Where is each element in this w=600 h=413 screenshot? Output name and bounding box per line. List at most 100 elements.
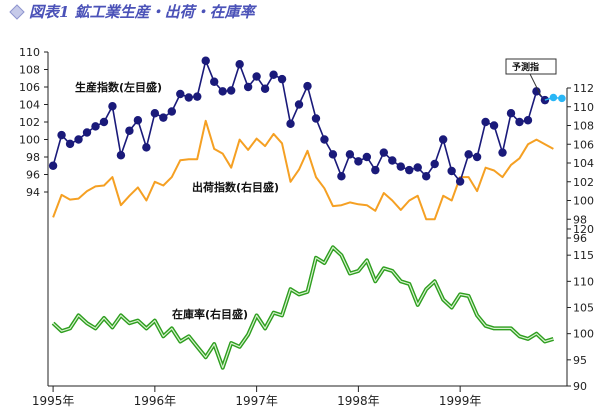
inventory-ytick-label-4: 110: [573, 275, 594, 288]
production-point-11: [142, 143, 151, 152]
production-point-32: [320, 135, 329, 144]
production-point-22: [235, 60, 244, 69]
shipments-ytick-label-2: 100: [573, 195, 594, 208]
forecast-callout: 予測指: [505, 58, 557, 97]
production-point-26: [269, 70, 278, 79]
production-point-43: [413, 163, 422, 172]
production-ytick-label-3: 100: [19, 134, 40, 147]
production-line: [52, 59, 546, 183]
production-point-57: [532, 87, 541, 96]
production-point-10: [133, 116, 143, 125]
production-point-38: [371, 165, 380, 175]
production-point-23: [243, 82, 253, 92]
forecast-point-1: [558, 94, 566, 103]
production-point-42: [405, 165, 414, 175]
inventory-series-label: 在庫率(右目盛): [172, 307, 248, 321]
shipments-ytick-label-7: 110: [573, 101, 594, 114]
production-point-48: [455, 177, 465, 186]
production-point-54: [506, 109, 516, 118]
production-point-14: [167, 107, 177, 116]
forecast-point-0: [549, 93, 558, 102]
production-point-5: [91, 122, 100, 131]
inventory-ytick-label-1: 95: [573, 354, 587, 367]
shipments-ytick-label-3: 102: [573, 176, 594, 189]
production-point-47: [447, 166, 456, 176]
production-point-55: [515, 117, 524, 127]
production-ytick-label-7: 108: [19, 64, 40, 77]
production-point-0: [48, 161, 58, 170]
series-layer: [48, 56, 566, 370]
production-point-41: [396, 162, 405, 171]
production-point-28: [286, 119, 295, 128]
inventory-ytick-label-2: 100: [573, 328, 594, 341]
forecast-callout-label: 予測指: [512, 61, 539, 73]
production-point-29: [294, 100, 304, 109]
shipments-ytick-label-8: 112: [573, 82, 594, 95]
production-point-49: [464, 150, 473, 159]
production-point-31: [311, 114, 321, 123]
shipments-ytick-label-6: 108: [573, 120, 594, 133]
production-point-1: [57, 130, 66, 140]
production-ytick-label-0: 94: [26, 186, 40, 199]
inventory-line: [51, 245, 554, 370]
production-point-6: [99, 117, 109, 127]
diamond-icon: [9, 4, 25, 20]
production-point-56: [523, 116, 533, 125]
shipments-ytick-label-1: 98: [573, 213, 587, 226]
production-point-24: [252, 72, 261, 81]
production-series-label: 生産指数(左目盛): [75, 80, 162, 94]
production-point-33: [328, 150, 338, 159]
production-point-53: [498, 148, 507, 157]
production-point-12: [150, 109, 160, 118]
shipments-ytick-label-5: 106: [573, 138, 594, 151]
production-point-51: [481, 117, 490, 127]
chart-title-group: 図表1 鉱工業生産・出荷・在庫率: [9, 3, 258, 21]
inventory-ytick-label-5: 115: [573, 249, 594, 262]
production-point-36: [354, 157, 363, 166]
xtick-label-3: 1998年: [337, 394, 380, 408]
production-point-34: [337, 172, 346, 181]
production-point-13: [159, 113, 168, 122]
production-point-30: [303, 81, 312, 91]
forecast-callout-pointer: [529, 73, 542, 97]
inventory-ytick-label-6: 120: [573, 223, 594, 236]
xtick-label-2: 1997年: [235, 394, 278, 408]
xtick-label-0: 1995年: [32, 394, 75, 408]
production-ytick-label-1: 96: [26, 169, 40, 182]
production-point-27: [277, 74, 287, 84]
production-point-9: [125, 126, 134, 135]
production-point-44: [422, 172, 431, 181]
production-point-4: [82, 128, 92, 137]
production-point-46: [438, 135, 448, 144]
production-point-25: [260, 84, 270, 93]
xtick-label-4: 1999年: [439, 394, 482, 408]
production-point-39: [379, 148, 389, 157]
production-ytick-label-8: 110: [19, 46, 40, 59]
production-point-17: [193, 92, 202, 101]
shipments-ytick-label-0: 96: [573, 232, 587, 245]
production-ytick-label-6: 106: [19, 81, 40, 94]
production-point-18: [201, 56, 210, 65]
production-point-15: [176, 89, 185, 99]
shipments-series-label: 出荷指数(右目盛): [192, 180, 279, 194]
production-point-2: [65, 139, 75, 149]
production-ytick-label-4: 102: [19, 116, 40, 129]
production-point-21: [226, 86, 236, 95]
production-point-45: [430, 159, 439, 169]
chart-title: 図表1 鉱工業生産・出荷・在庫率: [29, 3, 258, 21]
inventory-ytick-label-3: 105: [573, 302, 594, 315]
production-point-8: [116, 151, 126, 160]
xtick-label-1: 1996年: [134, 394, 177, 408]
production-point-52: [489, 121, 499, 130]
inventory-line-highlight: [52, 246, 554, 369]
shipments-line: [52, 119, 554, 221]
production-point-50: [472, 152, 482, 162]
inventory-ytick-label-0: 90: [573, 380, 587, 393]
production-point-40: [388, 156, 397, 165]
production-ytick-label-2: 98: [26, 151, 40, 164]
ticks-layer: 94 96 98 100 102 104 106 108 110 96 98 100 102 104 106…: [19, 46, 594, 408]
production-point-37: [362, 152, 372, 162]
production-point-7: [108, 102, 117, 111]
forecast-callout-box: [505, 58, 557, 75]
